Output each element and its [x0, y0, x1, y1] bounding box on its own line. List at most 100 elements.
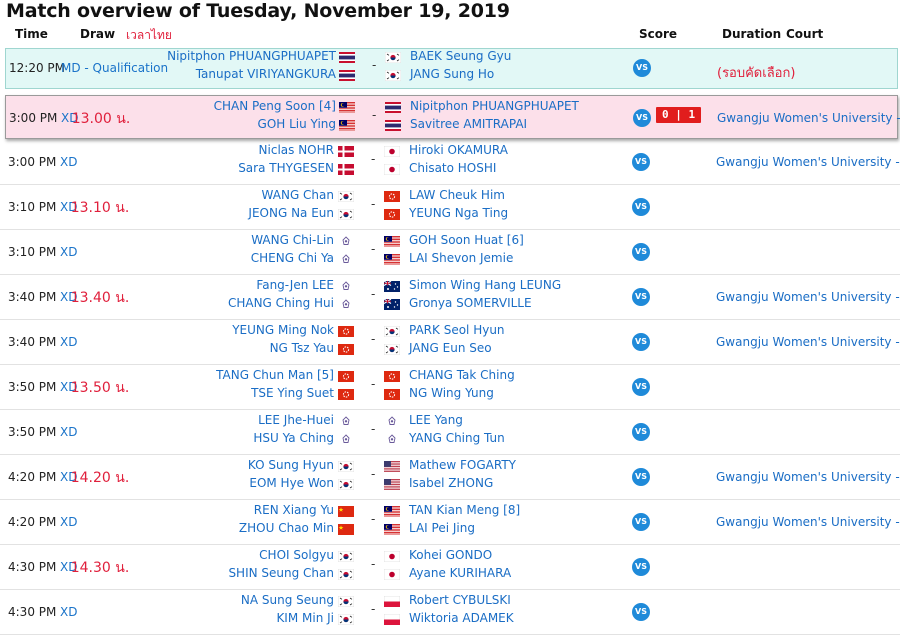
- match-row[interactable]: 3:40 PM XD 13.40 น. Fang-Jen LEE CHANG Ching…: [0, 275, 900, 320]
- player-link[interactable]: Savitree AMITRAPAI: [410, 117, 528, 131]
- player-link[interactable]: BAEK Seung Gyu: [410, 49, 512, 63]
- vs-icon[interactable]: VS: [632, 468, 650, 486]
- draw-link[interactable]: XD: [60, 335, 78, 349]
- draw-link[interactable]: XD: [60, 605, 78, 619]
- player-link[interactable]: NG Tsz Yau: [269, 341, 334, 355]
- vs-icon[interactable]: VS: [632, 288, 650, 306]
- player-link[interactable]: Gronya SOMERVILLE: [409, 296, 532, 310]
- player-link[interactable]: HSU Ya Ching: [253, 431, 334, 445]
- player-link[interactable]: JANG Sung Ho: [410, 67, 495, 81]
- player-link[interactable]: JEONG Na Eun: [248, 206, 334, 220]
- player-link[interactable]: Nipitphon PHUANGPHUAPET: [167, 49, 336, 63]
- court-link[interactable]: Gwangju Women's University - 2: [716, 155, 900, 169]
- player-link[interactable]: JANG Eun Seo: [409, 341, 492, 355]
- player-link[interactable]: Robert CYBULSKI: [409, 593, 511, 607]
- match-row[interactable]: 3:40 PM XD YEUNG Ming Nok NG Tsz Yau PARK Se…: [0, 320, 900, 365]
- match-row[interactable]: 4:20 PM XD REN Xiang Yu ZHOU Chao Min TAN Ki…: [0, 500, 900, 545]
- draw-link[interactable]: XD: [60, 560, 78, 574]
- draw-link[interactable]: XD: [60, 245, 78, 259]
- player-link[interactable]: WANG Chi-Lin: [251, 233, 334, 247]
- flag-th-icon: [339, 70, 355, 81]
- player-link[interactable]: Isabel ZHONG: [409, 476, 494, 490]
- player-link[interactable]: Nipitphon PHUANGPHUAPET: [410, 99, 579, 113]
- vs-icon[interactable]: VS: [632, 198, 650, 216]
- match-row[interactable]: 3:00 PM XD Niclas NOHR Sara THYGESEN Hiroki …: [0, 140, 900, 185]
- vs-icon[interactable]: VS: [632, 243, 650, 261]
- vs-icon[interactable]: VS: [632, 333, 650, 351]
- player-link[interactable]: LAW Cheuk Him: [409, 188, 505, 202]
- player-link[interactable]: Hiroki OKAMURA: [409, 143, 508, 157]
- match-row[interactable]: 3:10 PM XD 13.10 น. WANG Chan JEONG Na Eun LA…: [0, 185, 900, 230]
- match-row[interactable]: 3:00 PM XD 13.00 น. CHAN Peng Soon [4] GOH L…: [5, 95, 900, 139]
- vs-icon[interactable]: VS: [632, 378, 650, 396]
- vs-icon[interactable]: VS: [633, 59, 651, 77]
- player-link[interactable]: Sara THYGESEN: [238, 161, 334, 175]
- court-link[interactable]: Gwangju Women's University - 1: [716, 290, 900, 304]
- player-link[interactable]: CHANG Ching Hui: [227, 296, 334, 310]
- court-link[interactable]: Gwangju Women's University - 2: [716, 335, 900, 349]
- player-link[interactable]: Ayane KURIHARA: [409, 566, 512, 580]
- draw-link[interactable]: XD: [61, 111, 79, 125]
- versus-dash: -: [371, 242, 376, 256]
- draw-link[interactable]: XD: [60, 470, 78, 484]
- player-link[interactable]: Kohei GONDO: [409, 548, 493, 562]
- player-link[interactable]: EOM Hye Won: [249, 476, 334, 490]
- match-row[interactable]: 4:20 PM XD 14.20 น. KO Sung Hyun EOM Hye Won…: [0, 455, 900, 500]
- court-link[interactable]: Gwangju Women's University - 1: [716, 470, 900, 484]
- player-link[interactable]: LEE Yang: [409, 413, 463, 427]
- player-link[interactable]: GOH Soon Huat [6]: [409, 233, 524, 247]
- player-link[interactable]: Niclas NOHR: [258, 143, 334, 157]
- player-link[interactable]: Mathew FOGARTY: [409, 458, 517, 472]
- match-row[interactable]: 3:50 PM XD 13.50 น. TANG Chun Man [5] TSE Yi…: [0, 365, 900, 410]
- player-link[interactable]: LAI Shevon Jemie: [409, 251, 514, 265]
- player-link[interactable]: NA Sung Seung: [240, 593, 334, 607]
- player-link[interactable]: Wiktoria ADAMEK: [409, 611, 514, 625]
- player-link[interactable]: TANG Chun Man [5]: [216, 368, 334, 382]
- vs-icon[interactable]: VS: [632, 558, 650, 576]
- player-link[interactable]: CHENG Chi Ya: [250, 251, 334, 265]
- draw-link[interactable]: MD - Qualification: [61, 61, 169, 75]
- player-link[interactable]: Simon Wing Hang LEUNG: [409, 278, 562, 292]
- player-link[interactable]: REN Xiang Yu: [253, 503, 334, 517]
- player-link[interactable]: CHOI Solgyu: [259, 548, 334, 562]
- flag-tpe-icon: [338, 434, 354, 445]
- vs-icon[interactable]: VS: [632, 603, 650, 621]
- vs-icon[interactable]: VS: [632, 513, 650, 531]
- draw-link[interactable]: XD: [60, 155, 78, 169]
- draw-link[interactable]: XD: [60, 200, 78, 214]
- player-link[interactable]: Tanupat VIRIYANGKURA: [195, 67, 336, 81]
- player-link[interactable]: YEUNG Nga Ting: [409, 206, 509, 220]
- player-link[interactable]: YANG Ching Tun: [409, 431, 505, 445]
- player-link[interactable]: TAN Kian Meng [8]: [409, 503, 521, 517]
- player-link[interactable]: KO Sung Hyun: [247, 458, 334, 472]
- draw-link[interactable]: XD: [60, 290, 78, 304]
- player-link[interactable]: YEUNG Ming Nok: [232, 323, 334, 337]
- player-link[interactable]: Fang-Jen LEE: [256, 278, 334, 292]
- draw-link[interactable]: XD: [60, 515, 78, 529]
- player-link[interactable]: WANG Chan: [261, 188, 334, 202]
- match-row[interactable]: 4:30 PM XD NA Sung Seung KIM Min Ji Robert C…: [0, 590, 900, 635]
- vs-icon[interactable]: VS: [632, 423, 650, 441]
- player-link[interactable]: PARK Seol Hyun: [409, 323, 505, 337]
- draw-link[interactable]: XD: [60, 425, 78, 439]
- vs-icon[interactable]: VS: [633, 109, 651, 127]
- match-row[interactable]: 4:30 PM XD 14.30 น. CHOI Solgyu SHIN Seung C…: [0, 545, 900, 590]
- player-link[interactable]: TSE Ying Suet: [251, 386, 334, 400]
- court-link[interactable]: Gwangju Women's University - 2: [716, 515, 900, 529]
- player-link[interactable]: KIM Min Ji: [276, 611, 334, 625]
- player-link[interactable]: NG Wing Yung: [409, 386, 494, 400]
- player-link[interactable]: LAI Pei Jing: [409, 521, 475, 535]
- match-row[interactable]: 12:20 PM MD - Qualification Nipitphon PHUA…: [5, 48, 898, 89]
- vs-icon[interactable]: VS: [632, 153, 650, 171]
- player-link[interactable]: ZHOU Chao Min: [238, 521, 334, 535]
- match-row[interactable]: 3:10 PM XD WANG Chi-Lin CHENG Chi Ya GOH Soo…: [0, 230, 900, 275]
- player-link[interactable]: CHAN Peng Soon [4]: [213, 99, 336, 113]
- player-link[interactable]: Chisato HOSHI: [409, 161, 497, 175]
- match-row[interactable]: 3:50 PM XD LEE Jhe-Huei HSU Ya Ching LEE Yan…: [0, 410, 900, 455]
- player-link[interactable]: LEE Jhe-Huei: [258, 413, 334, 427]
- player-link[interactable]: GOH Liu Ying: [257, 117, 336, 131]
- player-link[interactable]: CHANG Tak Ching: [409, 368, 515, 382]
- player-link[interactable]: SHIN Seung Chan: [228, 566, 334, 580]
- court-link[interactable]: Gwangju Women's University - 1: [717, 111, 900, 125]
- draw-link[interactable]: XD: [60, 380, 78, 394]
